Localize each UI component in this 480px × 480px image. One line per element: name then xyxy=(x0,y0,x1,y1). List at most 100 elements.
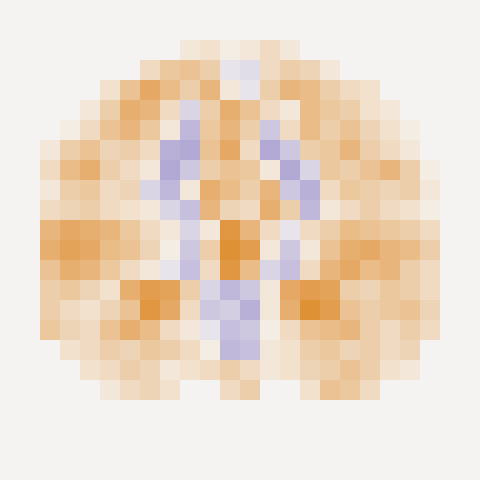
cell xyxy=(200,40,220,60)
cell xyxy=(60,140,80,160)
cell xyxy=(280,240,300,260)
cell xyxy=(380,100,400,120)
cell xyxy=(400,140,420,160)
cell xyxy=(300,160,320,180)
cell xyxy=(320,140,340,160)
cell xyxy=(120,340,140,360)
cell xyxy=(120,380,140,400)
cell xyxy=(240,200,260,220)
cell xyxy=(100,220,120,240)
cell xyxy=(160,60,180,80)
cell xyxy=(320,100,340,120)
cell xyxy=(300,120,320,140)
cell xyxy=(300,140,320,160)
cell xyxy=(400,260,420,280)
cell xyxy=(320,160,340,180)
cell xyxy=(240,140,260,160)
cell xyxy=(220,60,240,80)
cell xyxy=(180,260,200,280)
cell xyxy=(60,320,80,340)
cell xyxy=(420,260,440,280)
cell xyxy=(200,340,220,360)
cell xyxy=(180,200,200,220)
cell xyxy=(100,280,120,300)
cell xyxy=(220,140,240,160)
cell xyxy=(280,40,300,60)
cell xyxy=(220,240,240,260)
cell xyxy=(120,220,140,240)
cell xyxy=(120,280,140,300)
cell xyxy=(260,200,280,220)
cell xyxy=(240,340,260,360)
cell xyxy=(300,380,320,400)
cell xyxy=(360,340,380,360)
cell xyxy=(400,360,420,380)
cell xyxy=(300,300,320,320)
cell xyxy=(120,200,140,220)
cell xyxy=(40,180,60,200)
cell xyxy=(320,180,340,200)
cell xyxy=(60,220,80,240)
cell xyxy=(80,300,100,320)
cell xyxy=(300,260,320,280)
cell xyxy=(160,160,180,180)
cell xyxy=(200,60,220,80)
cell xyxy=(400,200,420,220)
cell xyxy=(280,360,300,380)
cell xyxy=(80,340,100,360)
cell xyxy=(360,160,380,180)
cell xyxy=(60,160,80,180)
cell xyxy=(320,300,340,320)
cell xyxy=(220,260,240,280)
cell xyxy=(380,220,400,240)
cell xyxy=(180,160,200,180)
cell xyxy=(100,80,120,100)
cell xyxy=(360,260,380,280)
cell xyxy=(260,260,280,280)
cell xyxy=(100,360,120,380)
cell xyxy=(200,80,220,100)
cell xyxy=(300,340,320,360)
cell xyxy=(160,200,180,220)
cell xyxy=(420,200,440,220)
cell xyxy=(340,300,360,320)
cell xyxy=(180,320,200,340)
cell xyxy=(320,60,340,80)
cell xyxy=(200,120,220,140)
cell xyxy=(320,380,340,400)
cell xyxy=(100,140,120,160)
cell xyxy=(140,360,160,380)
cell xyxy=(80,360,100,380)
cell xyxy=(240,60,260,80)
cell xyxy=(80,160,100,180)
cell xyxy=(240,220,260,240)
cell xyxy=(220,200,240,220)
cell xyxy=(160,300,180,320)
cell xyxy=(240,180,260,200)
cell xyxy=(420,300,440,320)
cell xyxy=(240,80,260,100)
cell xyxy=(80,120,100,140)
cell xyxy=(100,240,120,260)
cell xyxy=(380,320,400,340)
cell xyxy=(180,360,200,380)
cell xyxy=(160,380,180,400)
cell xyxy=(100,200,120,220)
cell xyxy=(360,380,380,400)
cell xyxy=(360,80,380,100)
cell xyxy=(320,340,340,360)
cell xyxy=(100,160,120,180)
cell xyxy=(400,120,420,140)
cell xyxy=(180,220,200,240)
cell xyxy=(320,260,340,280)
cell xyxy=(300,60,320,80)
cell xyxy=(40,320,60,340)
cell xyxy=(380,360,400,380)
cell xyxy=(400,240,420,260)
cell xyxy=(220,40,240,60)
cell xyxy=(160,180,180,200)
cell xyxy=(160,220,180,240)
cell xyxy=(140,300,160,320)
cell xyxy=(180,280,200,300)
cell xyxy=(280,80,300,100)
